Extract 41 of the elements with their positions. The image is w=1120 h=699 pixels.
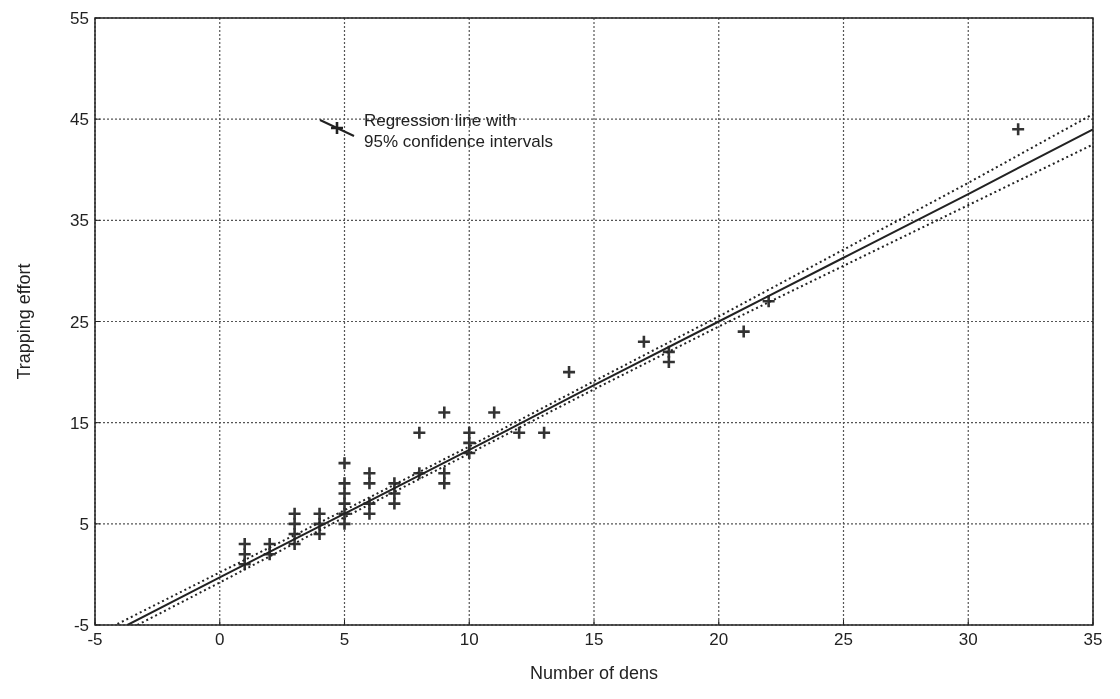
x-tick-label: 30	[958, 630, 978, 649]
point	[561, 364, 577, 380]
point	[636, 334, 652, 350]
y-tick-label: 45	[70, 110, 89, 130]
x-axis-title: Number of dens	[529, 663, 659, 683]
x-tick-label: 35	[1083, 630, 1103, 649]
y-tick-label: 35	[70, 211, 89, 231]
point	[536, 425, 552, 441]
x-tick-label: 20	[709, 630, 729, 649]
point	[437, 476, 452, 491]
point	[312, 506, 327, 522]
point	[437, 405, 452, 420]
point	[437, 465, 452, 481]
x-tick-label: 5	[339, 630, 350, 649]
point	[237, 536, 252, 552]
point	[337, 496, 352, 511]
point	[287, 506, 302, 522]
y-tick-label: 55	[70, 9, 89, 28]
point	[511, 425, 527, 441]
y-tick-label: 5	[79, 514, 89, 534]
point	[461, 425, 477, 441]
point	[362, 465, 377, 481]
point	[362, 476, 377, 491]
y-tick-label: 25	[70, 312, 89, 332]
x-tick-label: 25	[834, 630, 853, 649]
x-tick-label: 15	[584, 630, 604, 649]
y-tick-label: -5	[73, 616, 89, 635]
y-axis-title: Trapping effort	[14, 263, 34, 380]
point	[486, 405, 502, 420]
x-tick-label: 0	[215, 630, 225, 649]
point	[736, 324, 751, 339]
point	[412, 425, 427, 441]
point	[1010, 121, 1026, 137]
point	[337, 476, 352, 491]
x-tick-label: 10	[459, 630, 479, 649]
y-tick-label: 15	[70, 413, 89, 433]
point	[337, 455, 352, 471]
point	[337, 486, 352, 501]
x-tick-label: -5	[87, 630, 103, 649]
legend-label: Regression line with 95% confidence intervals	[364, 111, 554, 151]
point	[387, 496, 402, 511]
